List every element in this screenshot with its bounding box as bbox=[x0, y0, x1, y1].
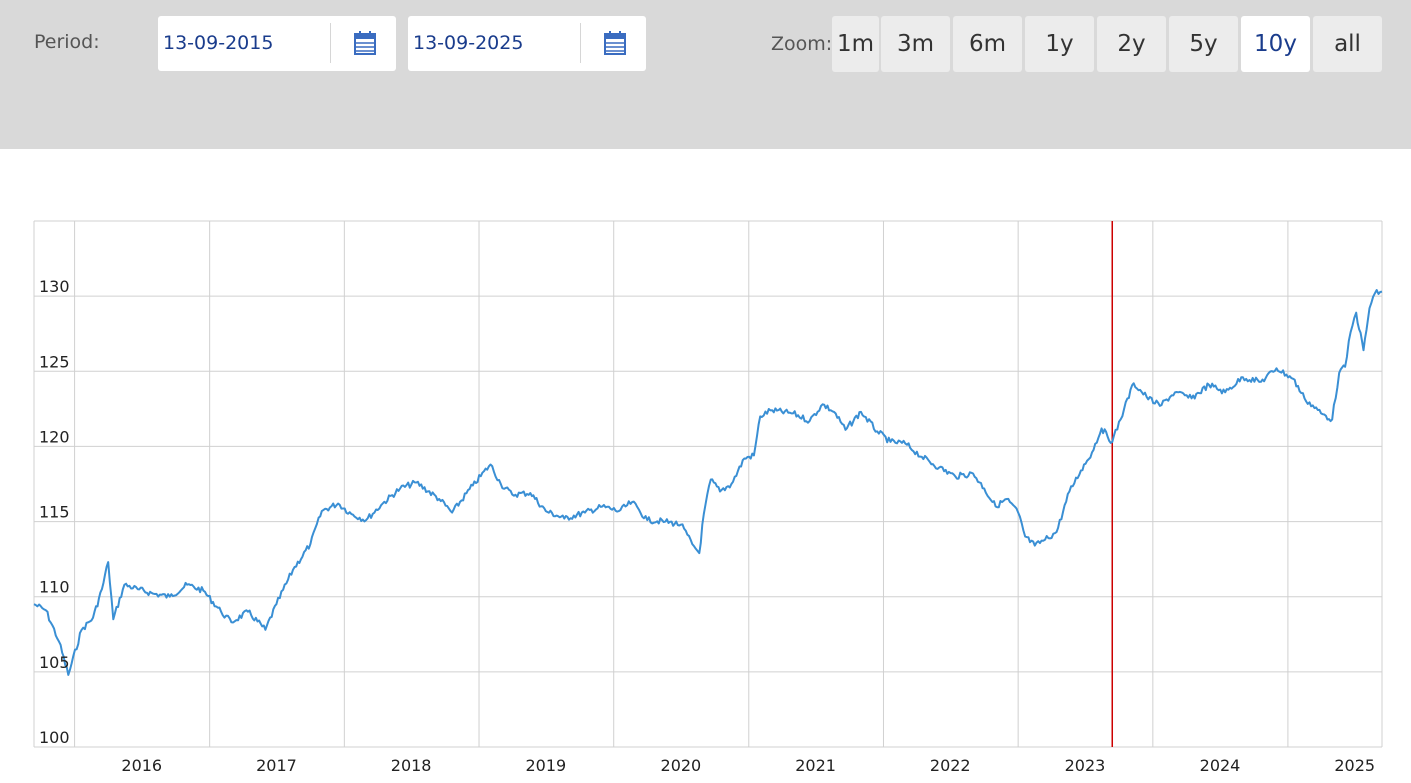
zoom-5y-button[interactable]: 5y bbox=[1169, 16, 1238, 72]
zoom-2y-button[interactable]: 2y bbox=[1097, 16, 1166, 72]
x-tick-label: 2019 bbox=[525, 756, 566, 775]
x-tick-label: 2024 bbox=[1200, 756, 1241, 775]
y-tick-label: 115 bbox=[39, 503, 70, 522]
price-series-line bbox=[33, 289, 1383, 676]
zoom-1y-button[interactable]: 1y bbox=[1025, 16, 1094, 72]
period-label: Period: bbox=[34, 31, 100, 53]
y-tick-label: 130 bbox=[39, 277, 70, 296]
x-tick-label: 2020 bbox=[661, 756, 702, 775]
x-tick-label: 2023 bbox=[1065, 756, 1106, 775]
x-tick-label: 2016 bbox=[121, 756, 162, 775]
x-tick-label: 2021 bbox=[795, 756, 836, 775]
calendar-icon[interactable] bbox=[604, 31, 626, 59]
y-tick-label: 110 bbox=[39, 578, 70, 597]
date-field-divider bbox=[580, 23, 581, 63]
start-date-field[interactable]: 13-09-2015 bbox=[158, 16, 396, 71]
zoom-all-button[interactable]: all bbox=[1313, 16, 1382, 72]
end-date-field[interactable]: 13-09-2025 bbox=[408, 16, 646, 71]
zoom-label: Zoom: bbox=[771, 33, 833, 55]
line-chart: 100 105 110 115 120 125 130 2016 2017 2018 2019 202… bbox=[33, 220, 1383, 775]
x-tick-label: 2017 bbox=[256, 756, 297, 775]
x-tick-label: 2022 bbox=[930, 756, 971, 775]
y-tick-label: 120 bbox=[39, 427, 70, 446]
zoom-1m-button[interactable]: 1m bbox=[832, 16, 879, 72]
start-date-value[interactable]: 13-09-2015 bbox=[163, 32, 274, 54]
date-field-divider bbox=[330, 23, 331, 63]
calendar-icon[interactable] bbox=[354, 31, 376, 59]
zoom-6m-button[interactable]: 6m bbox=[953, 16, 1022, 72]
end-date-value[interactable]: 13-09-2025 bbox=[413, 32, 524, 54]
y-tick-label: 125 bbox=[39, 352, 70, 371]
y-tick-label: 105 bbox=[39, 653, 70, 672]
x-tick-label: 2025 bbox=[1334, 756, 1375, 775]
zoom-3m-button[interactable]: 3m bbox=[881, 16, 950, 72]
zoom-10y-button[interactable]: 10y bbox=[1241, 16, 1310, 72]
y-tick-label: 100 bbox=[39, 728, 70, 747]
chart-toolbar: Period: 13-09-2015 13-09-2025 bbox=[0, 0, 1411, 149]
x-tick-label: 2018 bbox=[391, 756, 432, 775]
